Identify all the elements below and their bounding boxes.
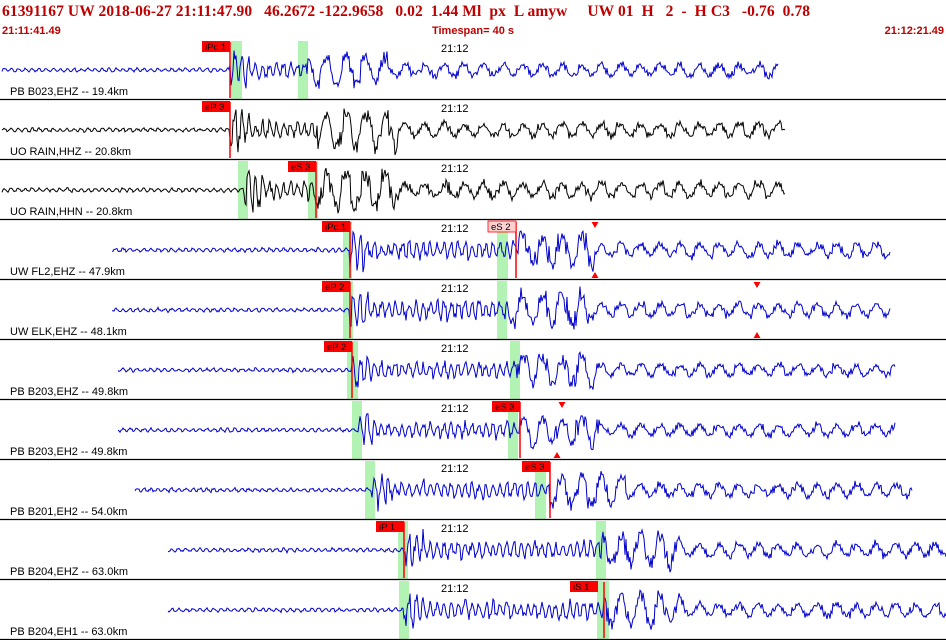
seismogram-canvas[interactable]: 21:12 iPc 1 PB B023,EHZ -- 19.4km 21:12 eP 3… bbox=[0, 40, 946, 640]
waveform-trace bbox=[117, 351, 896, 390]
trace-row[interactable]: 21:12 eS 3 UO RAIN,HHN -- 20.8km bbox=[0, 161, 946, 221]
phase-pick-label[interactable]: eP 2 bbox=[325, 282, 344, 293]
phase-pick-label[interactable]: iPc 1 bbox=[325, 222, 346, 233]
trace-channel-label: PB B204,EH1 -- 63.0km bbox=[10, 626, 127, 638]
phase-pick-box[interactable] bbox=[322, 281, 350, 292]
trace-channel-label: PB B203,EHZ -- 49.8km bbox=[10, 386, 128, 398]
minute-marker-label: 21:12 bbox=[441, 283, 469, 295]
trace-panel[interactable]: 21:12 iPc 1 PB B023,EHZ -- 19.4km 21:12 eP 3… bbox=[0, 40, 946, 640]
trace-row[interactable]: 21:12 eP 2 PB B203,EHZ -- 49.8km bbox=[0, 341, 946, 401]
end-time-label: 21:12:21.49 bbox=[884, 25, 944, 37]
minute-marker-label: 21:12 bbox=[441, 43, 469, 55]
trace-row[interactable]: 21:12 iPc 1 PB B023,EHZ -- 19.4km bbox=[0, 41, 946, 101]
trace-channel-label: PB B204,EHZ -- 63.0km bbox=[10, 566, 128, 578]
minute-marker-label: 21:12 bbox=[441, 463, 469, 475]
start-time-label: 21:11:41.49 bbox=[2, 25, 61, 37]
pick-window-highlight bbox=[352, 401, 362, 460]
trace-row[interactable]: 21:12 iPc 1 eS 2 UW FL2,EHZ -- 47.9km bbox=[0, 220, 946, 281]
trace-row[interactable]: 21:12 eS 3 PB B201,EH2 -- 54.0km bbox=[0, 461, 946, 521]
pick-window-highlight bbox=[510, 341, 520, 400]
trace-channel-label: PB B023,EHZ -- 19.4km bbox=[10, 86, 128, 98]
trace-channel-label: UO RAIN,HHN -- 20.8km bbox=[10, 206, 132, 218]
waveform-trace bbox=[1, 50, 779, 89]
minute-marker-label: 21:12 bbox=[441, 163, 469, 175]
phase-pick-box[interactable] bbox=[288, 161, 316, 172]
phase-pick-label[interactable]: eS 3 bbox=[291, 162, 311, 173]
phase-pick-label[interactable]: iS 1 bbox=[573, 582, 589, 593]
minute-marker-label: 21:12 bbox=[441, 223, 469, 235]
waveform-trace bbox=[134, 471, 913, 512]
pick-window-highlight bbox=[231, 41, 242, 100]
pick-window-highlight bbox=[298, 41, 308, 100]
phase-pick-box[interactable] bbox=[202, 41, 230, 52]
phase-pick-box[interactable] bbox=[322, 221, 350, 232]
trace-row[interactable]: 21:12 iP 1 PB B204,EHZ -- 63.0km bbox=[0, 521, 946, 581]
amplitude-marker-icon bbox=[753, 332, 761, 338]
amplitude-marker-icon bbox=[558, 402, 566, 408]
amplitude-marker-icon bbox=[591, 272, 599, 278]
minute-marker-label: 21:12 bbox=[441, 583, 469, 595]
phase-pick-label[interactable]: eS 3 bbox=[495, 402, 515, 413]
phase-pick-label[interactable]: eS 3 bbox=[525, 462, 545, 473]
header-bar: 61391167 UW 2018-06-27 21:11:47.90 46.26… bbox=[0, 0, 946, 40]
phase-pick-box[interactable] bbox=[522, 461, 550, 472]
trace-row[interactable]: 21:12 iS 1 PB B204,EH1 -- 63.0km bbox=[0, 581, 946, 640]
trace-channel-label: UW FL2,EHZ -- 47.9km bbox=[10, 266, 125, 278]
trace-row[interactable]: 21:12 eS 3 PB B203,EH2 -- 49.8km bbox=[0, 401, 946, 461]
phase-pick-label[interactable]: eP 2 bbox=[327, 342, 346, 353]
waveform-trace bbox=[111, 230, 891, 273]
phase-pick-box[interactable] bbox=[324, 341, 352, 352]
amplitude-marker-icon bbox=[753, 282, 761, 288]
phase-pick-box[interactable] bbox=[492, 401, 520, 412]
trace-channel-label: PB B201,EH2 -- 54.0km bbox=[10, 506, 127, 518]
waveform-trace bbox=[167, 589, 946, 630]
phase-pick-label[interactable]: iP 1 bbox=[379, 522, 395, 533]
phase-pick-box[interactable] bbox=[202, 101, 230, 112]
amplitude-marker-icon bbox=[591, 222, 599, 228]
waveform-trace bbox=[167, 528, 946, 573]
phase-pick-label[interactable]: eS 2 bbox=[491, 222, 511, 233]
trace-row[interactable]: 21:12 eP 2 UW ELK,EHZ -- 48.1km bbox=[0, 281, 946, 341]
event-summary-title: 61391167 UW 2018-06-27 21:11:47.90 46.26… bbox=[2, 3, 811, 20]
minute-marker-label: 21:12 bbox=[441, 103, 469, 115]
phase-pick-label[interactable]: eP 3 bbox=[205, 102, 224, 113]
trace-channel-label: PB B203,EH2 -- 49.8km bbox=[10, 446, 127, 458]
waveform-trace bbox=[1, 167, 786, 214]
trace-row[interactable]: 21:12 eP 3 UO RAIN,HHZ -- 20.8km bbox=[0, 101, 946, 161]
trace-channel-label: UW ELK,EHZ -- 48.1km bbox=[10, 326, 127, 338]
trace-channel-label: UO RAIN,HHZ -- 20.8km bbox=[10, 146, 131, 158]
phase-pick-box[interactable] bbox=[376, 521, 404, 532]
waveform-trace bbox=[111, 286, 891, 330]
timespan-label: Timespan= 40 s bbox=[431, 25, 515, 37]
waveform-trace bbox=[1, 108, 786, 156]
phase-pick-box[interactable] bbox=[487, 220, 517, 233]
waveform-trace bbox=[117, 413, 896, 451]
minute-marker-label: 21:12 bbox=[441, 403, 469, 415]
phase-pick-box[interactable] bbox=[570, 581, 598, 592]
pick-window-highlight bbox=[343, 281, 353, 340]
amplitude-marker-icon bbox=[553, 452, 561, 458]
phase-pick-label[interactable]: iPc 1 bbox=[205, 42, 226, 53]
minute-marker-label: 21:12 bbox=[441, 523, 469, 535]
pick-window-highlight bbox=[497, 221, 508, 280]
minute-marker-label: 21:12 bbox=[441, 343, 469, 355]
pick-window-highlight bbox=[399, 581, 409, 640]
